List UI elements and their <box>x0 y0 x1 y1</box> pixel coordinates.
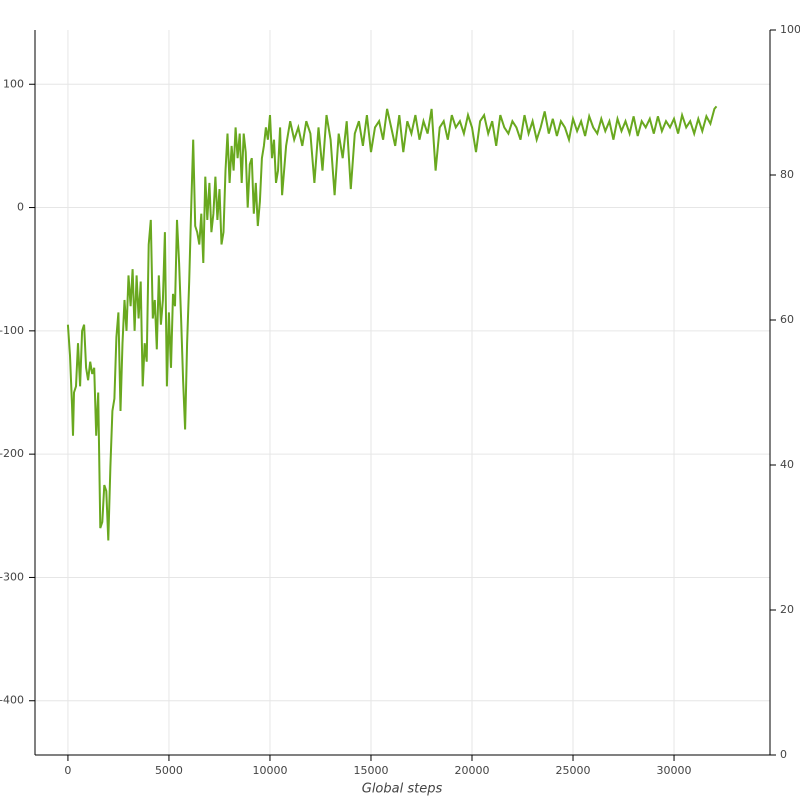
y2-tick-label: 80 <box>780 168 794 181</box>
y2-tick-label: 100 <box>780 23 800 36</box>
x-axis-label: Global steps <box>362 782 443 797</box>
x-tick-label: 25000 <box>556 764 591 777</box>
y-tick-label: -400 <box>0 694 24 707</box>
x-tick-label: 20000 <box>454 764 489 777</box>
y-tick-label: -100 <box>0 324 24 337</box>
x-tick-label: 5000 <box>155 764 183 777</box>
x-tick-label: 0 <box>64 764 71 777</box>
x-tick-label: 15000 <box>353 764 388 777</box>
data-line <box>66 105 718 541</box>
x-tick-label: 30000 <box>657 764 692 777</box>
y-tick-label: 0 <box>17 201 24 214</box>
y2-tick-label: 0 <box>780 748 787 761</box>
x-tick-label: 10000 <box>252 764 287 777</box>
y-tick-label: 100 <box>3 77 24 90</box>
y-tick-label: -200 <box>0 447 24 460</box>
y-tick-label: -300 <box>0 570 24 583</box>
y2-tick-label: 60 <box>780 313 794 326</box>
y2-tick-label: 40 <box>780 458 794 471</box>
y2-tick-label: 20 <box>780 603 794 616</box>
